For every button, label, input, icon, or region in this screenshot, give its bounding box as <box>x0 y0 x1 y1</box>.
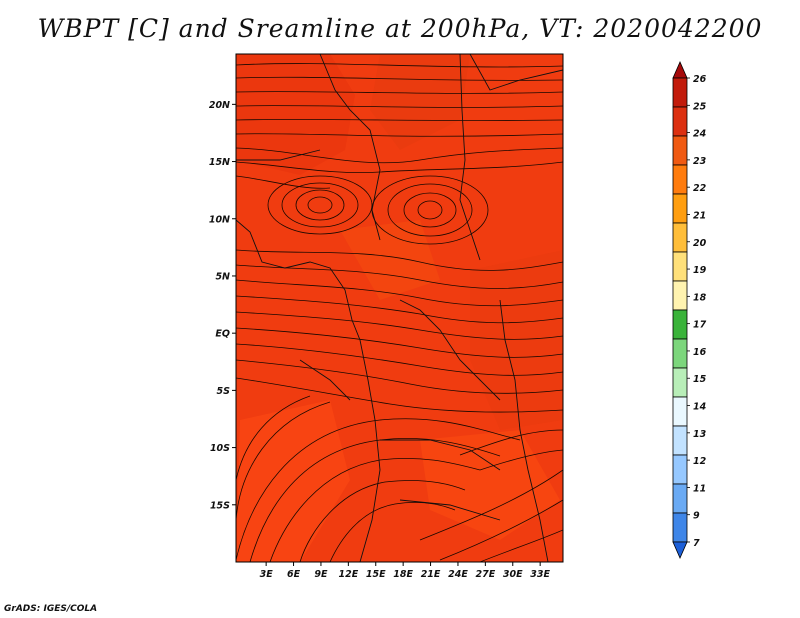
lat-tick-label: 10S <box>210 443 230 454</box>
streamline-set-southeast <box>419 429 563 562</box>
colorbar-segment <box>672 164 688 195</box>
colorbar-label: 17 <box>693 320 707 331</box>
colorbar-segment <box>672 367 688 398</box>
lat-tick-label: 5S <box>217 386 231 397</box>
vortex-east <box>371 175 489 245</box>
colorbar-segment <box>672 425 688 456</box>
colorbar-label: 18 <box>693 292 707 303</box>
colorbar-label: 26 <box>693 74 707 85</box>
longitude-axis: 3E 6E 9E 12E 15E 18E 21E 24E 27E 30E 33E <box>260 562 551 580</box>
colorbar-segment <box>672 135 688 166</box>
colorbar-top-arrow <box>672 61 688 79</box>
colorbar-label: 12 <box>693 456 707 467</box>
lon-tick-label: 15E <box>366 569 386 580</box>
colorbar: 26 25 24 23 22 21 20 19 18 17 16 15 14 13 12 11 9 7 <box>672 61 707 559</box>
colorbar-label: 20 <box>693 238 707 249</box>
latitude-axis: 20N 15N 10N 5N EQ 5S 10S 15S <box>209 100 236 511</box>
colorbar-segment <box>672 251 688 282</box>
colorbar-label: 11 <box>693 483 706 494</box>
colorbar-segment <box>672 454 688 485</box>
colorbar-label: 21 <box>693 210 706 221</box>
colorbar-segment <box>672 512 688 543</box>
map-plot-area <box>235 53 564 563</box>
colorbar-segment <box>672 309 688 340</box>
map-title: WBPT [C] and Sreamline at 200hPa, VT: 20… <box>37 14 763 43</box>
streamline-set-tropics <box>236 249 563 413</box>
lon-tick-label: 33E <box>530 569 550 580</box>
lon-tick-label: 9E <box>314 569 328 580</box>
lon-tick-label: 24E <box>448 569 468 580</box>
colorbar-label: 25 <box>693 101 707 112</box>
colorbar-label: 23 <box>693 156 707 167</box>
lon-tick-label: 18E <box>393 569 413 580</box>
vortex-south <box>236 395 521 562</box>
colorbar-bottom-arrow <box>672 541 688 559</box>
colorbar-label: 19 <box>693 265 707 276</box>
lon-tick-label: 21E <box>421 569 441 580</box>
lat-tick-label: 10N <box>209 214 230 225</box>
colorbar-label: 9 <box>693 511 700 522</box>
lat-tick-label: 15N <box>209 157 230 168</box>
lon-tick-label: 12E <box>338 569 358 580</box>
lon-tick-label: 3E <box>260 569 274 580</box>
colorbar-segment <box>672 77 688 108</box>
vortex-west <box>267 175 373 235</box>
lon-tick-label: 30E <box>503 569 523 580</box>
lat-tick-label: 5N <box>215 271 230 282</box>
colorbar-label: 24 <box>693 129 707 140</box>
streamline-set-north <box>236 63 563 189</box>
streamlines <box>236 63 563 562</box>
lat-tick-label: 20N <box>209 100 230 111</box>
colorbar-segment <box>672 396 688 427</box>
colorbar-label: 16 <box>693 347 707 358</box>
lat-tick-label: 15S <box>210 500 230 511</box>
colorbar-segment <box>672 483 688 514</box>
lat-tick-label: EQ <box>215 329 230 340</box>
lon-tick-label: 6E <box>287 569 301 580</box>
colorbar-label: 14 <box>693 402 707 413</box>
lon-tick-label: 27E <box>476 569 496 580</box>
colorbar-segment <box>672 222 688 253</box>
colorbar-segment <box>672 106 688 137</box>
colorbar-segment <box>672 280 688 311</box>
colorbar-segment <box>672 338 688 369</box>
colorbar-label: 15 <box>693 374 707 385</box>
colorbar-label: 22 <box>693 183 707 194</box>
country-borders <box>236 54 563 562</box>
colorbar-label: 7 <box>693 538 700 549</box>
grads-credit: GrADS: IGES/COLA <box>4 604 98 614</box>
map-frame <box>235 53 564 563</box>
colorbar-label: 13 <box>693 429 707 440</box>
colorbar-segment <box>672 193 688 224</box>
